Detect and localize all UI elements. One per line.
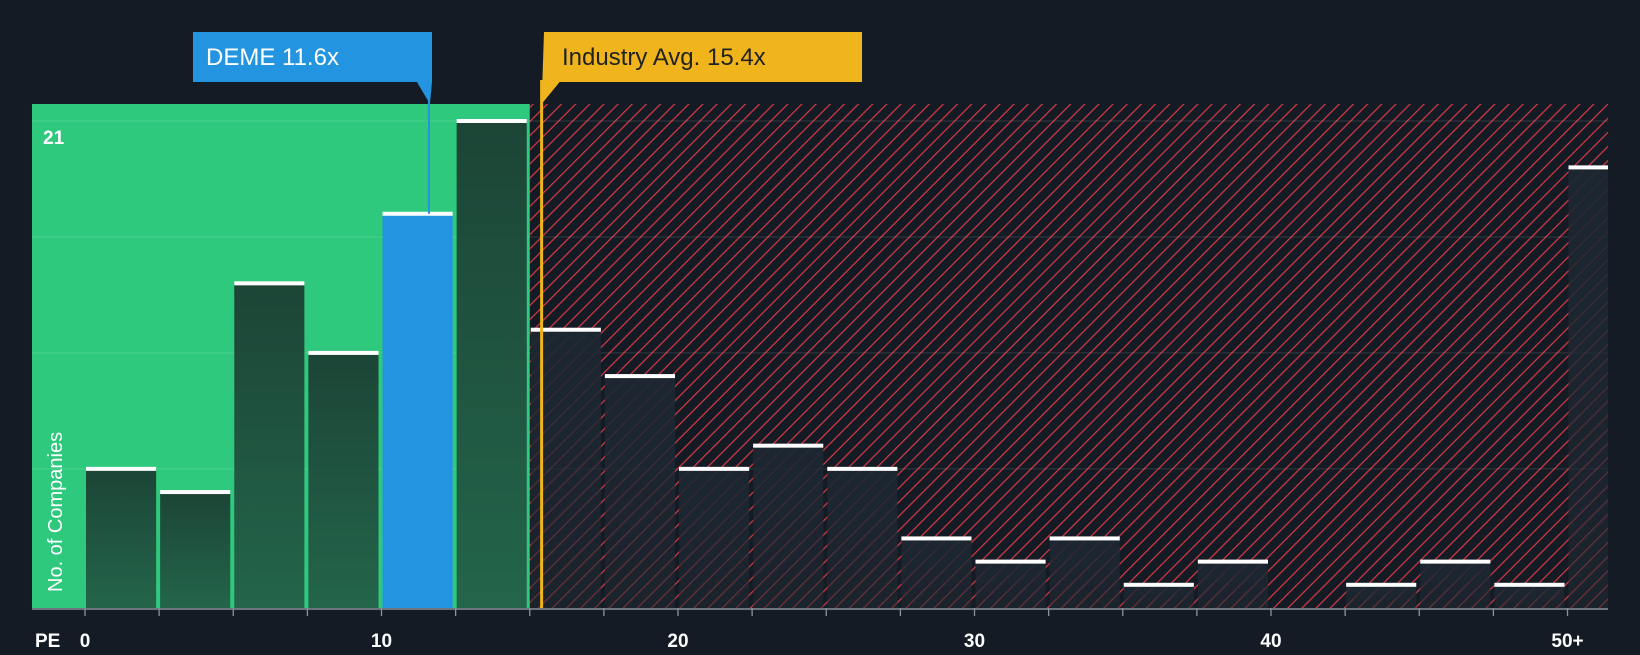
x-tick-label: 50+ — [1551, 631, 1583, 650]
histogram-bar-top — [234, 281, 305, 286]
histogram-bars — [86, 119, 1608, 608]
histogram-bar-top — [530, 327, 601, 332]
histogram-bar — [160, 492, 231, 608]
y-axis-label: No. of Companies — [45, 432, 67, 592]
histogram-bar-top — [308, 350, 379, 355]
x-tick-label: 20 — [667, 631, 688, 650]
histogram-bar-top — [1197, 559, 1268, 564]
y-tick-label: 21 — [43, 128, 65, 149]
histogram-bar-top — [86, 466, 157, 471]
histogram-bar-top — [1123, 582, 1194, 587]
histogram-bar — [679, 468, 750, 608]
histogram-bar-top — [1494, 582, 1565, 587]
company-pe-callout — [193, 32, 432, 104]
histogram-bar — [1049, 538, 1120, 608]
histogram-bar-top — [753, 443, 824, 448]
histogram-bar — [1197, 561, 1268, 608]
x-axis-ticks: 0 10 20 30 40 50+ — [80, 608, 1584, 652]
histogram-bar — [1494, 584, 1565, 608]
histogram-bar-top — [456, 119, 527, 123]
histogram-bar — [604, 376, 675, 608]
company-pe-marker: DEME 11.6x — [193, 32, 432, 214]
histogram-bar — [1123, 584, 1194, 608]
industry-avg-label: Industry Avg. 15.4x — [562, 44, 766, 71]
histogram-bar-top — [827, 466, 898, 471]
histogram-bar-top — [679, 466, 750, 471]
histogram-bar-top — [1346, 582, 1417, 587]
histogram-bar — [234, 283, 305, 608]
histogram-bar-top — [1568, 165, 1608, 170]
histogram-bar — [86, 468, 157, 608]
histogram-bar-top — [604, 374, 675, 379]
histogram-bar — [1420, 561, 1491, 608]
x-tick-label: 30 — [964, 631, 985, 650]
histogram-bar — [1568, 167, 1608, 608]
histogram-bar — [308, 352, 379, 608]
histogram-bar — [827, 468, 898, 608]
histogram-bar — [456, 121, 527, 608]
histogram-bar — [975, 561, 1046, 608]
histogram-bar-company — [382, 213, 453, 608]
histogram-bar-top — [1049, 536, 1120, 541]
industry-avg-marker: Industry Avg. 15.4x — [540, 32, 862, 608]
histogram-bar-top — [975, 559, 1046, 564]
histogram-bar — [1346, 584, 1417, 608]
industry-avg-callout — [541, 32, 862, 104]
histogram-bar-top — [901, 536, 972, 541]
x-axis-label: PE — [35, 631, 60, 650]
company-pe-label: DEME 11.6x — [206, 44, 339, 71]
histogram-bar — [901, 538, 972, 608]
histogram-bar-top — [382, 211, 453, 216]
histogram-bar-top — [1420, 559, 1491, 564]
histogram-bar — [753, 445, 824, 608]
x-tick-label: 40 — [1260, 631, 1281, 650]
x-tick-label: 10 — [371, 631, 392, 650]
histogram-bar-top — [160, 490, 231, 495]
x-tick-label: 0 — [80, 631, 91, 650]
